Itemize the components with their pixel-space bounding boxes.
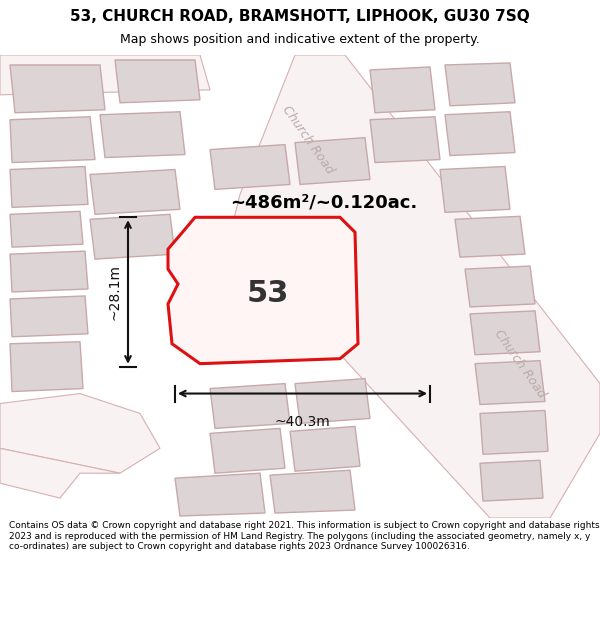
Text: ~40.3m: ~40.3m bbox=[275, 416, 331, 429]
Polygon shape bbox=[0, 55, 210, 95]
Polygon shape bbox=[210, 144, 290, 189]
Text: Contains OS data © Crown copyright and database right 2021. This information is : Contains OS data © Crown copyright and d… bbox=[9, 521, 599, 551]
Polygon shape bbox=[445, 112, 515, 156]
Polygon shape bbox=[270, 470, 355, 513]
Polygon shape bbox=[210, 384, 290, 428]
Polygon shape bbox=[100, 112, 185, 158]
Polygon shape bbox=[168, 217, 358, 364]
Polygon shape bbox=[10, 166, 88, 208]
Polygon shape bbox=[10, 211, 83, 247]
Polygon shape bbox=[480, 460, 543, 501]
Polygon shape bbox=[0, 448, 120, 498]
Text: ~486m²/~0.120ac.: ~486m²/~0.120ac. bbox=[230, 193, 417, 211]
Polygon shape bbox=[10, 65, 105, 112]
Polygon shape bbox=[210, 428, 285, 473]
Polygon shape bbox=[480, 411, 548, 454]
Polygon shape bbox=[455, 216, 525, 257]
Polygon shape bbox=[445, 63, 515, 106]
Polygon shape bbox=[10, 296, 88, 337]
Text: ~28.1m: ~28.1m bbox=[107, 264, 121, 320]
Polygon shape bbox=[10, 251, 88, 292]
Polygon shape bbox=[10, 342, 83, 391]
Polygon shape bbox=[90, 214, 175, 259]
Polygon shape bbox=[115, 60, 200, 102]
Polygon shape bbox=[475, 361, 545, 404]
Polygon shape bbox=[290, 426, 360, 471]
Text: Church Road: Church Road bbox=[491, 327, 548, 400]
Polygon shape bbox=[0, 394, 160, 473]
Polygon shape bbox=[295, 138, 370, 184]
Polygon shape bbox=[175, 473, 265, 516]
Polygon shape bbox=[230, 55, 600, 518]
Text: 53, CHURCH ROAD, BRAMSHOTT, LIPHOOK, GU30 7SQ: 53, CHURCH ROAD, BRAMSHOTT, LIPHOOK, GU3… bbox=[70, 9, 530, 24]
Polygon shape bbox=[370, 67, 435, 112]
Polygon shape bbox=[370, 117, 440, 162]
Polygon shape bbox=[470, 311, 540, 355]
Text: Map shows position and indicative extent of the property.: Map shows position and indicative extent… bbox=[120, 33, 480, 46]
Polygon shape bbox=[465, 266, 535, 307]
Polygon shape bbox=[10, 117, 95, 162]
Polygon shape bbox=[440, 166, 510, 212]
Text: Church Road: Church Road bbox=[280, 103, 337, 176]
Text: 53: 53 bbox=[247, 279, 289, 309]
Polygon shape bbox=[90, 169, 180, 214]
Polygon shape bbox=[295, 379, 370, 423]
